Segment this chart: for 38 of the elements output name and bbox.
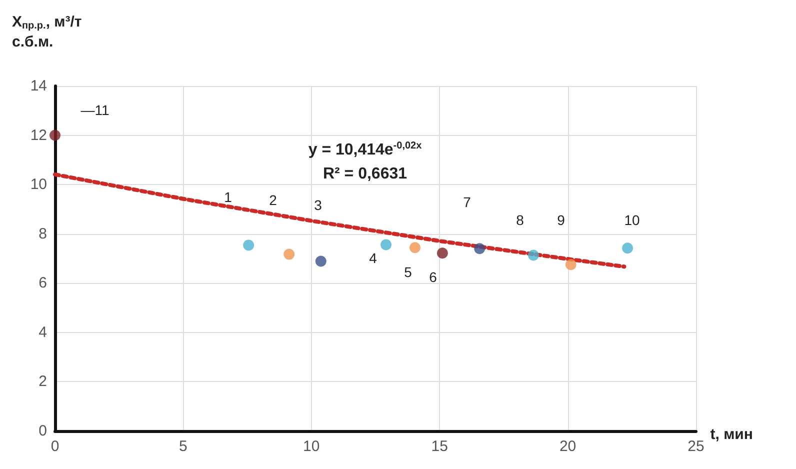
annotation: 8 (516, 212, 524, 228)
y-tick-label: 2 (38, 373, 47, 390)
x-axis-title: t, мин (710, 426, 753, 443)
x-tick-label: 10 (303, 438, 320, 455)
point (409, 242, 420, 254)
point (50, 130, 60, 141)
annotation: 5 (404, 264, 412, 280)
point (474, 243, 486, 254)
x-tick-label: 0 (50, 438, 60, 455)
annotation: —11 (80, 102, 110, 118)
point (315, 256, 326, 267)
y-tick-label: 14 (30, 78, 47, 94)
point (622, 242, 634, 254)
y-tick-label: 12 (30, 126, 47, 144)
annotation: R² = 0,6631 (322, 166, 408, 182)
annotation: 3 (314, 197, 322, 213)
y-tick-label: 6 (38, 274, 47, 292)
annotation: 2 (269, 192, 278, 208)
point (565, 259, 576, 270)
point (243, 240, 254, 251)
y-tick-label: 8 (38, 225, 47, 242)
annotation: 7 (463, 194, 472, 210)
annotation: 10 (624, 212, 640, 228)
x-tick-label: 5 (179, 438, 188, 455)
x-tick-label: 15 (431, 438, 448, 455)
point (436, 248, 448, 259)
x-tick-label: 25 (688, 438, 704, 455)
point (528, 250, 539, 261)
point (380, 239, 392, 250)
x-tick-label: 20 (559, 438, 576, 455)
annotation: 9 (557, 212, 566, 228)
point (284, 248, 295, 260)
annotation: 6 (429, 269, 438, 285)
annotation: 1 (224, 189, 232, 205)
y-tick-label: 4 (38, 324, 47, 341)
y-tick-label: 0 (38, 422, 47, 440)
y-tick-label: 10 (30, 176, 47, 194)
annotation: 4 (369, 250, 378, 266)
